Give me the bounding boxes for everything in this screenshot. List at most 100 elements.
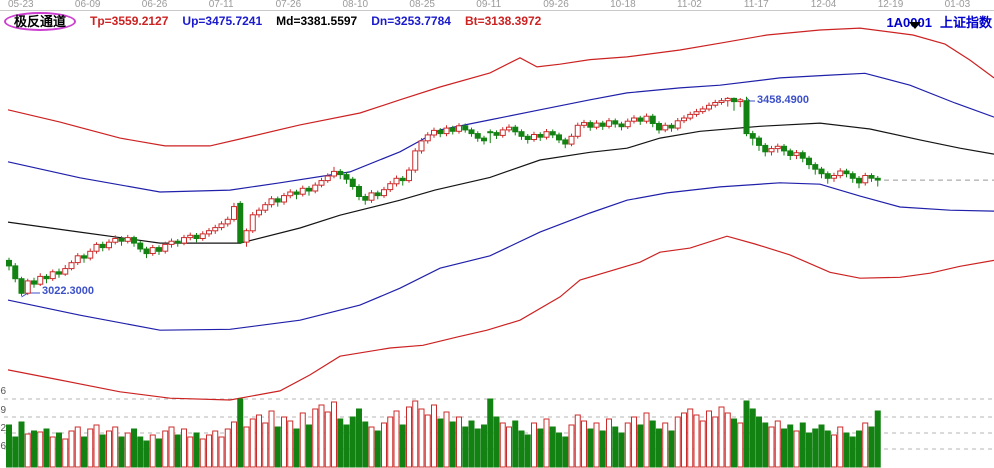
candle-body: [693, 111, 700, 115]
candle-body: [562, 139, 569, 145]
candle-body: [68, 262, 75, 270]
volume-bar: [512, 420, 519, 468]
volume-bar: [449, 421, 456, 468]
candle-body: [343, 174, 350, 180]
volume-bar: [281, 416, 287, 468]
candle-body: [187, 234, 194, 239]
date-label: 08-10: [342, 0, 369, 10]
volume-bar: [324, 411, 331, 468]
candle-body: [262, 204, 269, 211]
candle-body: [568, 135, 575, 145]
symbol-header[interactable]: 1A0001 上证指数: [878, 12, 992, 31]
candle-body: [531, 134, 537, 140]
candle-body: [756, 137, 762, 146]
volume-bar: [293, 428, 300, 468]
candle-body: [149, 247, 156, 255]
candle-body: [862, 175, 869, 184]
volume-bar: [699, 420, 706, 468]
volume-bar: [781, 428, 787, 468]
volume-bar: [381, 422, 387, 468]
candle-body: [624, 120, 631, 128]
volume-bar: [499, 422, 506, 468]
candle-body: [812, 164, 819, 170]
candle-body: [212, 227, 219, 232]
candle-body: [631, 117, 637, 122]
volume-axis-label: 92: [0, 423, 7, 434]
candle-body: [537, 134, 544, 138]
volume-bar: [306, 424, 312, 468]
candle-body: [787, 150, 794, 156]
candle-body: [418, 140, 425, 152]
volume-bar: [624, 422, 631, 468]
volume-bar: [299, 412, 306, 468]
volume-bar: [24, 433, 31, 468]
indicator-tp: Tp=3559.2127: [90, 14, 169, 28]
candle-body: [724, 97, 731, 102]
candle-body: [6, 259, 12, 267]
candle-body: [781, 145, 787, 152]
candle-body: [593, 122, 600, 128]
volume-bar: [174, 434, 181, 468]
volume-bar: [374, 430, 381, 468]
candle-body: [806, 157, 812, 166]
volume-bar: [637, 424, 644, 468]
candle-body: [287, 191, 294, 197]
volume-bar: [737, 422, 744, 468]
candle-body: [437, 129, 444, 135]
candle-body: [706, 104, 712, 110]
volume-bar: [312, 408, 319, 468]
volume-bar: [599, 430, 606, 468]
candle-body: [331, 170, 337, 177]
candle-body: [674, 120, 681, 129]
candle-body: [643, 115, 650, 122]
volume-bar: [431, 404, 437, 468]
candle-body: [731, 97, 737, 103]
candle-body: [381, 189, 387, 197]
candle-body: [399, 177, 406, 182]
candle-body: [368, 192, 375, 201]
candle-body: [474, 133, 481, 139]
candle-body: [549, 131, 556, 136]
volume-bar: [218, 436, 225, 468]
candle-body: [374, 192, 381, 197]
volume-bar: [574, 414, 581, 468]
candle-body: [612, 120, 619, 125]
candle-body: [93, 243, 100, 252]
candle-body: [124, 237, 131, 242]
candle-body: [387, 183, 394, 191]
header-divider: [0, 10, 994, 11]
channel-line-up: [7, 72, 994, 193]
volume-bar: [706, 410, 712, 468]
volume-bar: [868, 426, 875, 468]
candle-body: [24, 280, 31, 294]
volume-bar: [18, 421, 25, 468]
volume-bar: [787, 424, 794, 468]
volume-bar: [124, 432, 131, 468]
candle-body: [362, 196, 369, 201]
volume-bar: [6, 424, 12, 468]
candle-body: [74, 255, 81, 264]
volume-bar: [793, 430, 800, 468]
candle-body: [681, 117, 687, 122]
volume-bar: [274, 426, 281, 468]
volume-bar: [118, 436, 125, 468]
volume-bar: [131, 428, 137, 468]
volume-bar: [568, 424, 575, 468]
channel-name-badge[interactable]: 极反通道: [4, 11, 77, 31]
volume-bar: [162, 430, 169, 468]
candle-body: [206, 230, 212, 235]
candle-body: [462, 125, 469, 131]
volume-bar: [56, 432, 62, 468]
volume-bar: [712, 416, 719, 468]
volume-bar: [68, 430, 75, 468]
volume-bar: [181, 428, 187, 468]
candle-body: [37, 275, 44, 285]
volume-bar: [587, 428, 594, 468]
candle-body: [524, 135, 531, 141]
candle-body: [306, 187, 312, 192]
volume-bar: [843, 432, 850, 468]
volume-bar: [468, 420, 475, 468]
volume-bar: [768, 426, 775, 468]
volume-bar: [12, 436, 19, 468]
volume-bar: [543, 418, 550, 468]
